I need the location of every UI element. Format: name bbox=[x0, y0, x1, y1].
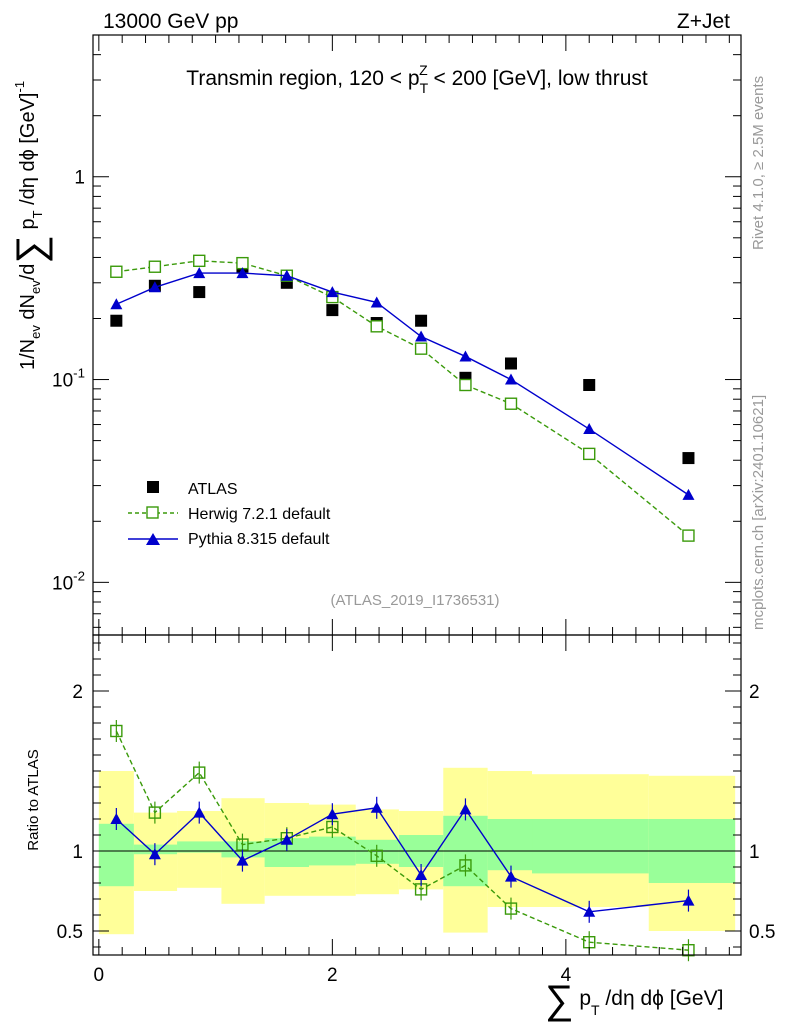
ratio-inner-band bbox=[177, 841, 222, 853]
ratio-panel: 0.5 0.5 1 1 2 2 0 2 4 Ratio to ATLAS ∑ pT /dη dϕ… bbox=[25, 634, 775, 1022]
ratio-point bbox=[370, 801, 383, 813]
ratio-y-tick-label: 0.5 bbox=[57, 922, 83, 943]
header-energy: 13000 GeV pp bbox=[103, 10, 238, 33]
ratio-y-tick-label: 1 bbox=[72, 842, 83, 863]
data-point bbox=[459, 350, 472, 362]
rivet-label: Rivet 4.1.0, ≥ 2.5M events bbox=[750, 76, 767, 250]
series-line bbox=[116, 260, 689, 537]
ratio-series-pythia bbox=[110, 796, 695, 923]
ratio-point bbox=[415, 869, 428, 880]
data-point bbox=[504, 397, 518, 410]
ratio-y-tick-label: 2 bbox=[72, 682, 83, 703]
mcplots-label: mcplots.cern.ch [arXiv:2401.10621] bbox=[750, 395, 767, 630]
ratio-point bbox=[280, 833, 293, 845]
x-tick-label: 0 bbox=[94, 965, 105, 986]
data-point bbox=[370, 320, 383, 333]
ratio-point bbox=[682, 894, 695, 906]
ratio-point bbox=[504, 902, 518, 915]
legend-herwig-marker bbox=[146, 506, 159, 519]
series-pythia bbox=[110, 267, 695, 500]
data-point bbox=[583, 447, 596, 461]
ratio-line bbox=[115, 807, 689, 913]
data-point bbox=[193, 286, 206, 299]
ratio-point bbox=[193, 766, 206, 779]
data-point bbox=[236, 267, 249, 279]
data-point bbox=[415, 314, 428, 327]
data-point bbox=[682, 529, 695, 542]
ratio-y-tick-label-right: 2 bbox=[749, 682, 760, 703]
ratio-point bbox=[459, 803, 472, 815]
legend-herwig-label: Herwig 7.2.1 default bbox=[188, 506, 331, 523]
analysis-tag: (ATLAS_2019_I1736531) bbox=[330, 592, 499, 609]
main-title: Transmin region, 120 < pTZ < 200 [GeV], … bbox=[186, 62, 648, 96]
header-process: Z+Jet bbox=[677, 10, 730, 33]
data-point bbox=[236, 256, 249, 270]
x-tick-label: 4 bbox=[561, 965, 572, 986]
data-point bbox=[414, 342, 428, 355]
ratio-point bbox=[110, 813, 123, 824]
main-y-axis-label: 1/Nev dNev/d∑ pT /dη dϕ [GeV]-1 bbox=[9, 81, 53, 370]
ratio-point bbox=[148, 806, 162, 819]
main-panel: 1 10-1 10-2 Transmin region, 120 < pTZ < 2… bbox=[9, 34, 742, 636]
series-atlas bbox=[110, 260, 695, 465]
ratio-point bbox=[236, 854, 249, 866]
data-point bbox=[193, 254, 206, 268]
ratio-point bbox=[459, 859, 472, 872]
series-herwig bbox=[110, 254, 695, 542]
x-tick-label: 2 bbox=[327, 965, 338, 986]
ratio-line bbox=[115, 730, 689, 951]
ratio-point bbox=[504, 870, 517, 882]
main-y-tick-label: 10-1 bbox=[52, 366, 85, 392]
data-point bbox=[504, 357, 517, 370]
data-point bbox=[110, 265, 123, 278]
ratio-point bbox=[193, 806, 206, 818]
x-axis-label: ∑ pT /dη dϕ [GeV] bbox=[545, 978, 723, 1022]
data-point bbox=[280, 269, 293, 281]
ratio-inner-band bbox=[98, 823, 134, 887]
data-point bbox=[682, 488, 695, 500]
data-point bbox=[583, 423, 596, 435]
data-point bbox=[583, 378, 596, 391]
legend: ATLAS Herwig 7.2.1 default Pythia 8.315 … bbox=[128, 481, 331, 548]
data-point bbox=[370, 296, 383, 308]
data-point bbox=[504, 373, 517, 385]
ratio-series-herwig bbox=[110, 720, 695, 962]
data-point bbox=[148, 281, 161, 293]
main-y-tick-label: 1 bbox=[74, 168, 85, 189]
data-point bbox=[110, 298, 123, 310]
ratio-y-tick-label-right: 0.5 bbox=[749, 922, 775, 943]
ratio-point bbox=[148, 848, 161, 860]
ratio-point bbox=[370, 849, 383, 862]
legend-pythia-marker bbox=[146, 533, 160, 545]
data-point bbox=[148, 260, 162, 273]
data-point bbox=[682, 452, 695, 465]
data-point bbox=[326, 286, 339, 298]
ratio-point bbox=[110, 724, 123, 738]
data-point bbox=[193, 267, 206, 279]
legend-atlas-label: ATLAS bbox=[188, 481, 238, 498]
main-y-tick-label: 10-2 bbox=[52, 568, 85, 594]
ratio-inner-band bbox=[487, 819, 533, 871]
data-point bbox=[326, 304, 339, 317]
data-point bbox=[415, 330, 428, 342]
ratio-point bbox=[583, 905, 596, 917]
series-line bbox=[116, 272, 689, 496]
ratio-point bbox=[326, 808, 339, 820]
ratio-inner-band bbox=[532, 819, 649, 874]
legend-atlas-marker bbox=[147, 481, 159, 493]
ratio-y-tick-label-right: 1 bbox=[749, 842, 760, 863]
legend-pythia-label: Pythia 8.315 default bbox=[188, 531, 330, 548]
ratio-y-axis-label: Ratio to ATLAS bbox=[25, 749, 42, 850]
data-point bbox=[110, 314, 123, 327]
data-point bbox=[459, 378, 472, 392]
ratio-frame bbox=[92, 634, 742, 956]
